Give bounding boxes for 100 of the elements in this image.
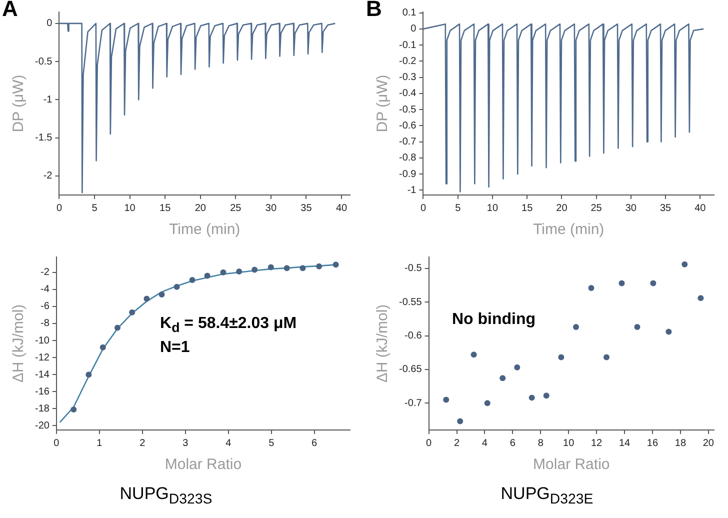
- annotation: N=1: [160, 338, 191, 358]
- y-tick-label: -0.5: [398, 104, 417, 116]
- y-tick-label: -0.7: [404, 398, 422, 409]
- y-tick-label: -0.9: [398, 168, 417, 180]
- x-tick-label: 12: [591, 438, 603, 449]
- point: [332, 262, 339, 268]
- point: [603, 354, 610, 360]
- y-tick-label: -18: [35, 403, 50, 414]
- y-tick-label: -0.6: [398, 120, 417, 132]
- point: [204, 272, 210, 279]
- point: [457, 418, 464, 424]
- point: [484, 400, 490, 406]
- annotation: K$_{d}$ = 58.4±2.03 μM: [160, 314, 297, 338]
- point: [144, 296, 150, 302]
- x-tick-label: 15: [160, 202, 172, 214]
- x-tick-label: 30: [625, 202, 637, 214]
- point: [129, 309, 136, 316]
- x-tick-label: 0: [54, 438, 60, 449]
- point: [316, 263, 322, 270]
- x-tick-label: 1: [96, 438, 103, 449]
- y-tick-label: -2: [40, 267, 50, 278]
- point: [220, 269, 226, 276]
- point: [284, 265, 290, 272]
- x-tick-label: 10: [124, 202, 136, 214]
- x-tick-label: 4: [226, 438, 232, 449]
- x-tick-label: 35: [300, 202, 312, 214]
- chart-title: B: [366, 0, 382, 22]
- x-tick-label: 25: [230, 202, 242, 214]
- x-tick-label: 14: [618, 438, 631, 449]
- y-tick-label: -20: [35, 420, 50, 432]
- x-tick-label: 6: [510, 438, 516, 449]
- point: [174, 284, 180, 290]
- y-tick-label: -16: [35, 386, 50, 398]
- x-tick-label: 20: [556, 202, 568, 214]
- point: [650, 280, 656, 286]
- point: [500, 375, 506, 382]
- y-axis-title: DP (μW): [374, 74, 392, 132]
- x-axis-title: Time (min): [169, 221, 240, 238]
- x-tick-label: 0: [56, 202, 62, 214]
- point: [189, 277, 196, 284]
- point: [100, 344, 106, 350]
- point: [514, 364, 520, 370]
- x-tick-label: 16: [646, 438, 658, 449]
- y-axis-title: DP (μW): [10, 74, 28, 132]
- y-tick-label: -1: [43, 94, 53, 106]
- point: [698, 295, 704, 302]
- y-axis-title: ΔH (kJ/mol): [10, 304, 28, 383]
- point: [558, 354, 564, 360]
- y-tick-label: -10: [35, 335, 50, 346]
- x-tick-label: 5: [92, 202, 98, 214]
- x-tick-label: 2: [454, 438, 460, 449]
- x-tick-label: 10: [486, 202, 498, 214]
- point: [588, 284, 594, 291]
- text: NUPG$_{D323E}$: [500, 484, 594, 508]
- y-tick-label: 0.1: [402, 8, 417, 19]
- y-tick-label: 0: [410, 24, 417, 35]
- x-tick-label: 20: [194, 202, 206, 214]
- x-tick-label: 20: [702, 438, 714, 449]
- point: [300, 265, 306, 272]
- y-tick-label: -0.3: [398, 72, 417, 84]
- x-axis-title: Time (min): [533, 221, 604, 238]
- point: [573, 324, 580, 330]
- y-tick-label: -8: [40, 318, 50, 330]
- x-tick-label: 4: [482, 438, 488, 449]
- point: [114, 324, 120, 331]
- point: [443, 396, 450, 403]
- y-tick-label: -12: [35, 352, 50, 364]
- point: [634, 324, 640, 330]
- point: [682, 261, 688, 268]
- x-tick-label: 25: [590, 202, 602, 214]
- x-tick-label: 35: [660, 202, 672, 214]
- x-tick-label: 3: [182, 438, 189, 449]
- text: NUPG$_{D323S}$: [118, 484, 214, 508]
- point: [470, 352, 477, 358]
- y-tick-label: -0.5: [404, 263, 422, 274]
- point: [528, 394, 535, 401]
- x-tick-label: 8: [538, 438, 544, 449]
- x-tick-label: 18: [674, 438, 686, 449]
- x-tick-label: 10: [563, 438, 575, 449]
- y-tick-label: -0.65: [398, 364, 422, 376]
- x-tick-label: 40: [336, 202, 348, 214]
- y-tick-label: -0.4: [398, 88, 417, 100]
- y-tick-label: -1: [407, 184, 417, 196]
- annotation: No binding: [452, 310, 536, 330]
- y-axis-title: ΔH (kJ/mol): [374, 304, 392, 383]
- x-axis-title: Molar Ratio: [164, 456, 242, 474]
- point: [158, 292, 165, 298]
- x-tick-label: 2: [140, 438, 146, 449]
- x-axis-title: Molar Ratio: [533, 456, 610, 474]
- x-tick-label: 30: [265, 202, 277, 214]
- chart-title: A: [2, 0, 18, 22]
- x-tick-label: 15: [522, 202, 534, 214]
- x-tick-label: 6: [312, 438, 318, 449]
- y-tick-label: -0.1: [398, 40, 417, 51]
- y-tick-label: -4: [40, 284, 50, 296]
- point: [252, 266, 258, 273]
- y-tick-label: -1.5: [34, 132, 53, 144]
- point: [236, 268, 242, 274]
- point: [666, 328, 672, 335]
- y-tick-label: -2: [43, 170, 53, 182]
